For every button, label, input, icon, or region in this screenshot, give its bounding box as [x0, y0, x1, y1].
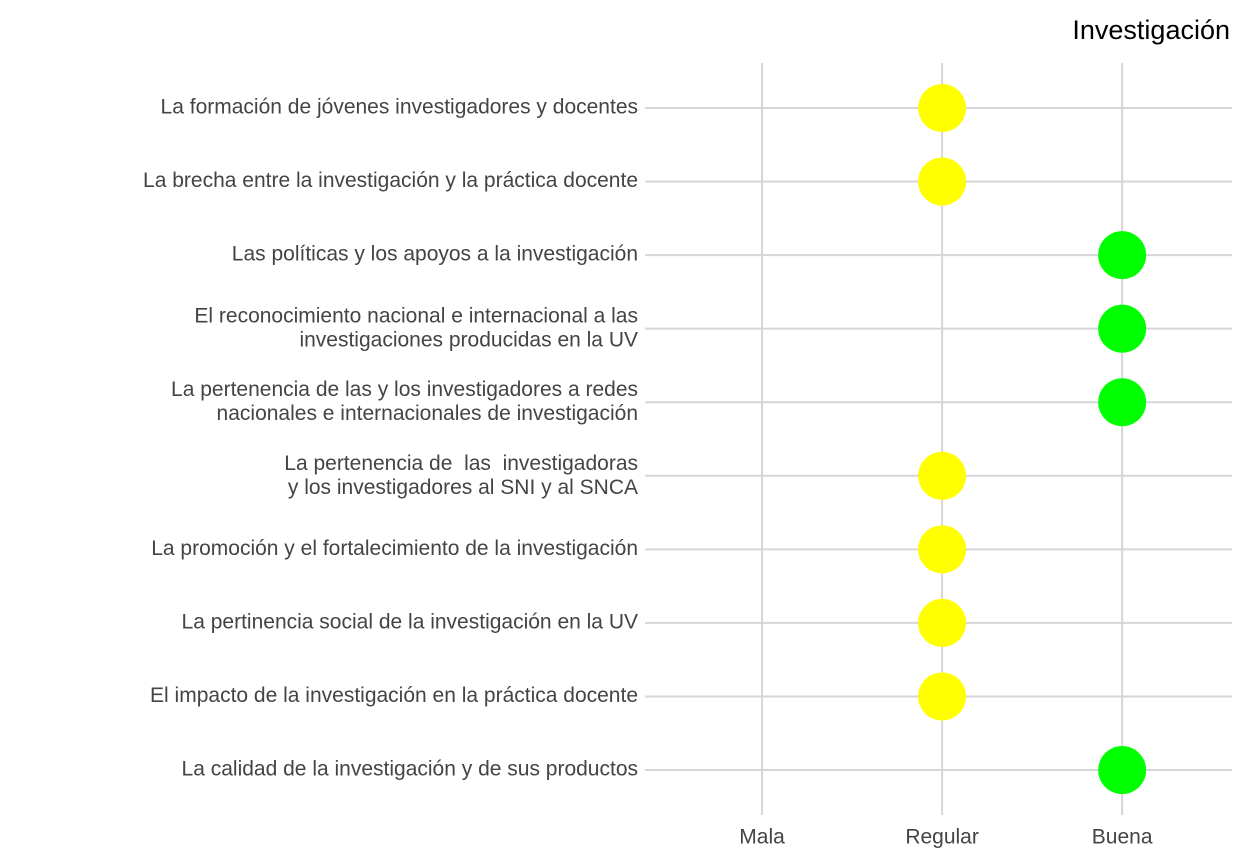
dot [918, 157, 967, 206]
chart-title: Investigación [1072, 15, 1230, 45]
dot [1098, 304, 1147, 353]
dot [918, 598, 967, 647]
y-tick-label: Las políticas y los apoyos a la investig… [232, 243, 638, 266]
dot [918, 84, 967, 132]
x-tick-label: Regular [905, 826, 979, 849]
dot [918, 525, 967, 574]
dot [1098, 231, 1147, 280]
y-tick-label: La pertinencia social de la investigació… [182, 610, 638, 633]
dot [918, 451, 967, 500]
x-tick-label: Mala [739, 826, 785, 849]
y-tick-label: El impacto de la investigación en la prá… [150, 684, 638, 707]
y-tick-label: La pertenencia de las investigadoras y lo… [284, 451, 638, 498]
dot [918, 672, 967, 721]
dot [1098, 378, 1147, 427]
x-tick-label: Buena [1092, 826, 1153, 849]
dot [1098, 746, 1147, 795]
y-tick-label: El reconocimiento nacional e internacion… [194, 304, 638, 351]
y-tick-label: La calidad de la investigación y de sus … [182, 758, 638, 781]
y-tick-label: La promoción y el fortalecimiento de la … [151, 537, 638, 560]
y-tick-label: La brecha entre la investigación y la pr… [143, 169, 638, 192]
y-tick-label: La pertenencia de las y los investigador… [171, 378, 638, 425]
y-tick-label: La formación de jóvenes investigadores y… [161, 96, 638, 119]
